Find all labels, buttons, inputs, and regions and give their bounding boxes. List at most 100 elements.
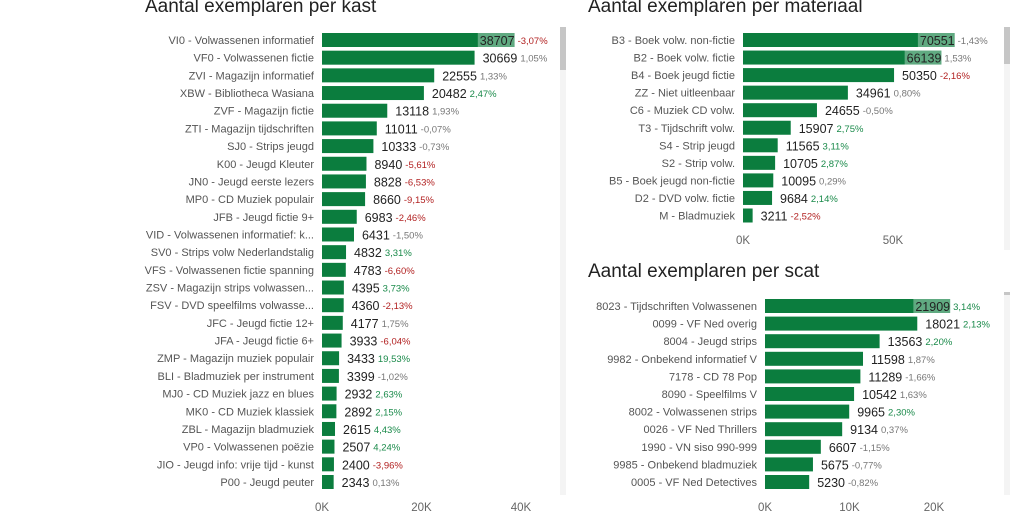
bar[interactable] [322, 404, 337, 419]
bar-row[interactable]: XBW - Bibliotheca Wasiana 20482 2,47% [180, 86, 497, 101]
bar[interactable] [322, 475, 334, 489]
bar[interactable] [743, 173, 774, 188]
bar-row[interactable]: ZVI - Magazijn informatief 22555 1,33% [189, 68, 508, 83]
bar-row[interactable]: VI0 - Volwassenen informatief 38707 -3,07% [168, 33, 548, 48]
bar[interactable] [322, 262, 346, 277]
bar[interactable] [322, 174, 366, 189]
bar-row[interactable]: 8004 - Jeugd strips 13563 2,20% [663, 334, 953, 349]
bar[interactable] [322, 457, 334, 472]
bar-row[interactable]: SJ0 - Strips jeugd 10333 -0,73% [227, 139, 450, 154]
bar-row[interactable]: ZSV - Magazijn strips volwassen... 4395 3,… [146, 280, 410, 296]
bar[interactable] [322, 439, 335, 454]
bar[interactable] [743, 138, 778, 153]
bar[interactable] [765, 334, 880, 349]
bar[interactable] [322, 139, 374, 154]
bar-row[interactable]: B4 - Boek jeugd fictie 50350 -2,16% [631, 68, 970, 83]
bar-row[interactable]: 0026 - VF Ned Thrillers 9134 0,37% [643, 422, 908, 437]
bar[interactable] [322, 315, 343, 330]
bar-row[interactable]: K00 - Jeugd Kleuter 8940 -5,61% [217, 156, 436, 172]
bar[interactable] [765, 475, 810, 489]
bar[interactable] [322, 121, 377, 136]
bar[interactable] [743, 85, 848, 100]
scrollbar-kast[interactable] [560, 27, 566, 495]
bar[interactable] [322, 103, 388, 118]
bar[interactable] [765, 351, 864, 366]
bar-row[interactable]: VID - Volwassenen informatief: k... 6431-… [146, 227, 424, 242]
scrollbar-thumb-materiaal[interactable] [1004, 27, 1010, 64]
scrollbar-scat[interactable] [1004, 292, 1010, 495]
bar[interactable] [322, 33, 515, 47]
bar-row[interactable]: FSV - DVD speelfilms volwasse... 4360 -2,1… [150, 298, 413, 313]
bar-row[interactable]: 9985 - Onbekend bladmuziek 5675 -0,77% [613, 457, 882, 472]
bar-row[interactable]: ZVF - Magazijn fictie 13118 1,93% [214, 103, 460, 119]
bar[interactable] [322, 333, 342, 348]
bar[interactable] [743, 50, 942, 65]
bar[interactable] [322, 280, 344, 295]
bar-row[interactable]: ZTI - Magazijn tijdschriften 11011 -0,07% [185, 121, 451, 136]
bar-row[interactable]: B2 - Boek volw. fictie 66139 1,53% [634, 50, 972, 66]
bar-row[interactable]: P00 - Jeugd peuter 2343 0,13% [220, 475, 400, 490]
bar-row[interactable]: B3 - Boek volw. non-fictie 70551 -1,43% [611, 33, 988, 48]
bar-row[interactable]: 1990 - VN siso 990-999 6607 -1,15% [641, 439, 890, 455]
bar-row[interactable]: JIO - Jeugd info: vrije tijd - kunst 2400… [157, 457, 404, 472]
bar-row[interactable]: D2 - DVD volw. fictie 9684 2,14% [635, 190, 839, 206]
bar-row[interactable]: M - Bladmuziek 3211 -2,52% [659, 208, 821, 224]
bar[interactable] [765, 457, 813, 472]
bar[interactable] [743, 103, 817, 118]
bar-row[interactable]: ZBL - Magazijn bladmuziek 2615 4,43% [182, 421, 402, 437]
bar[interactable] [743, 68, 895, 83]
bar[interactable] [743, 208, 753, 223]
bar[interactable] [743, 33, 955, 47]
bar[interactable] [322, 156, 367, 171]
bar-row[interactable]: JFA - Jeugd fictie 6+ 3933 -6,04% [215, 333, 411, 349]
bar-row[interactable]: ZMP - Magazijn muziek populair 3433 19,53% [157, 351, 411, 366]
bar[interactable] [765, 316, 918, 331]
scrollbar-thumb-scat[interactable] [1004, 292, 1010, 295]
bar-row[interactable]: S4 - Strip jeugd 11565 3,11% [659, 138, 849, 153]
bar[interactable] [322, 351, 340, 366]
bar-row[interactable]: JFB - Jeugd fictie 9+ 6983 -2,46% [213, 209, 426, 225]
bar[interactable] [322, 50, 475, 65]
bar-row[interactable]: VF0 - Volwassenen fictie 30669 1,05% [194, 50, 548, 66]
bar[interactable] [322, 227, 354, 242]
bar-row[interactable]: B5 - Boek jeugd non-fictie 10095 0,29% [609, 173, 847, 188]
bar[interactable] [322, 368, 339, 383]
bar-row[interactable]: JN0 - Jeugd eerste lezers 8828 -6,53% [189, 174, 436, 189]
bar-row[interactable]: 0099 - VF Ned overig 18021 2,13% [652, 316, 991, 332]
bar[interactable] [765, 387, 855, 401]
bar-row[interactable]: SV0 - Strips volw Nederlandstalig 4832 3,3… [151, 245, 413, 260]
bar-row[interactable]: 9982 - Onbekend informatief V 11598 1,87% [607, 351, 935, 367]
bar-row[interactable]: ZZ - Niet uitleenbaar 34961 0,80% [635, 85, 921, 101]
scrollbar-thumb-kast[interactable] [560, 27, 566, 70]
bar-row[interactable]: 8090 - Speelfilms V 10542 1,63% [662, 387, 928, 402]
bar[interactable] [322, 421, 336, 436]
bar[interactable] [322, 209, 357, 224]
bar[interactable] [743, 155, 776, 170]
bar[interactable] [765, 439, 821, 454]
bar-row[interactable]: 0005 - VF Ned Detectives 5230 -0,82% [631, 475, 879, 490]
bar-row[interactable]: S2 - Strip volw. 10705 2,87% [662, 155, 849, 171]
bar[interactable] [765, 369, 861, 384]
bar-row[interactable]: MP0 - CD Muziek populair 8660 -9,15% [186, 192, 435, 207]
bar[interactable] [765, 299, 951, 313]
bar-row[interactable]: MK0 - CD Muziek klassiek 2892 2,15% [186, 404, 403, 419]
bar[interactable] [322, 192, 366, 207]
bar[interactable] [743, 190, 773, 205]
bar-row[interactable]: 7178 - CD 78 Pop 11289 -1,66% [669, 369, 936, 384]
bar[interactable] [743, 120, 791, 135]
bar[interactable] [322, 68, 435, 83]
bar[interactable] [322, 386, 337, 401]
bar-row[interactable]: MJ0 - CD Muziek jazz en blues 2932 2,63% [162, 386, 403, 402]
bar-row[interactable]: JFC - Jeugd fictie 12+ 4177 1,75% [207, 315, 409, 331]
bar-row[interactable]: C6 - Muziek CD volw. 24655 -0,50% [630, 103, 894, 118]
bar[interactable] [765, 422, 843, 437]
bar-row[interactable]: VFS - Volwassenen fictie spanning 4783 -6,… [145, 262, 416, 278]
bar[interactable] [322, 86, 424, 101]
bar-row[interactable]: 8023 - Tijdschriften Volwassenen 21909 3,1… [596, 299, 981, 314]
bar[interactable] [765, 404, 850, 419]
bar[interactable] [322, 298, 344, 313]
scrollbar-materiaal[interactable] [1004, 27, 1010, 250]
bar-row[interactable]: BLI - Bladmuziek per instrument 3399 -1,02… [157, 368, 408, 384]
bar[interactable] [322, 245, 347, 260]
bar-row[interactable]: VP0 - Volwassenen poëzie 2507 4,24% [183, 439, 401, 455]
